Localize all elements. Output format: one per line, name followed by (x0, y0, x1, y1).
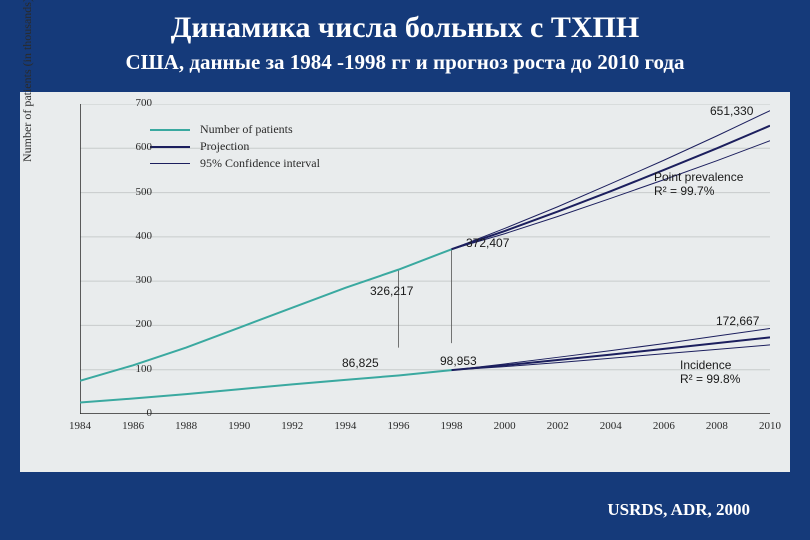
chart-container: Number of patients (in thousands) Number… (20, 92, 790, 472)
value-label-172: 172,667 (716, 314, 759, 328)
x-tick: 1996 (380, 420, 416, 432)
x-tick: 2004 (593, 420, 629, 432)
x-tick: 1994 (327, 420, 363, 432)
legend-swatch (150, 163, 190, 164)
value-label-98: 98,953 (440, 354, 477, 368)
x-tick: 1998 (434, 420, 470, 432)
value-label-651: 651,330 (710, 104, 753, 118)
inc-r2: R² = 99.8% (680, 372, 740, 386)
x-tick: 2000 (487, 420, 523, 432)
legend-swatch (150, 146, 190, 148)
y-tick: 100 (112, 363, 152, 375)
x-tick: 1992 (274, 420, 310, 432)
value-label-326: 326,217 (370, 284, 413, 298)
chart-legend: Number of patients Projection 95% Confid… (150, 122, 320, 173)
incidence-label: Incidence R² = 99.8% (680, 358, 740, 386)
legend-label: Number of patients (200, 122, 293, 137)
inc-text: Incidence (680, 358, 740, 372)
point-prevalence-label: Point prevalence R² = 99.7% (654, 170, 743, 198)
value-label-372: 372,407 (466, 236, 509, 250)
slide-subtitle: США, данные за 1984 -1998 гг и прогноз р… (0, 50, 810, 75)
y-tick: 200 (112, 318, 152, 330)
legend-item: 95% Confidence interval (150, 156, 320, 171)
y-tick: 500 (112, 186, 152, 198)
x-tick: 1988 (168, 420, 204, 432)
y-axis-label: Number of patients (in thousands) (20, 0, 35, 162)
legend-swatch (150, 129, 190, 131)
x-tick: 1984 (62, 420, 98, 432)
x-tick: 2008 (699, 420, 735, 432)
y-tick: 600 (112, 141, 152, 153)
y-tick: 0 (112, 407, 152, 419)
legend-label: Projection (200, 139, 249, 154)
x-tick: 1990 (221, 420, 257, 432)
legend-item: Number of patients (150, 122, 320, 137)
x-tick: 2010 (752, 420, 788, 432)
plot-area: Number of patients Projection 95% Confid… (80, 104, 770, 414)
legend-label: 95% Confidence interval (200, 156, 320, 171)
x-tick: 2006 (646, 420, 682, 432)
value-label-86: 86,825 (342, 356, 379, 370)
slide-title: Динамика числа больных с ТХПН (0, 0, 810, 44)
legend-item: Projection (150, 139, 320, 154)
y-tick: 400 (112, 230, 152, 242)
x-tick: 1986 (115, 420, 151, 432)
y-tick: 300 (112, 274, 152, 286)
pp-text: Point prevalence (654, 170, 743, 184)
x-tick: 2002 (540, 420, 576, 432)
pp-r2: R² = 99.7% (654, 184, 743, 198)
source-citation: USRDS, ADR, 2000 (607, 500, 750, 520)
y-tick: 700 (112, 97, 152, 109)
